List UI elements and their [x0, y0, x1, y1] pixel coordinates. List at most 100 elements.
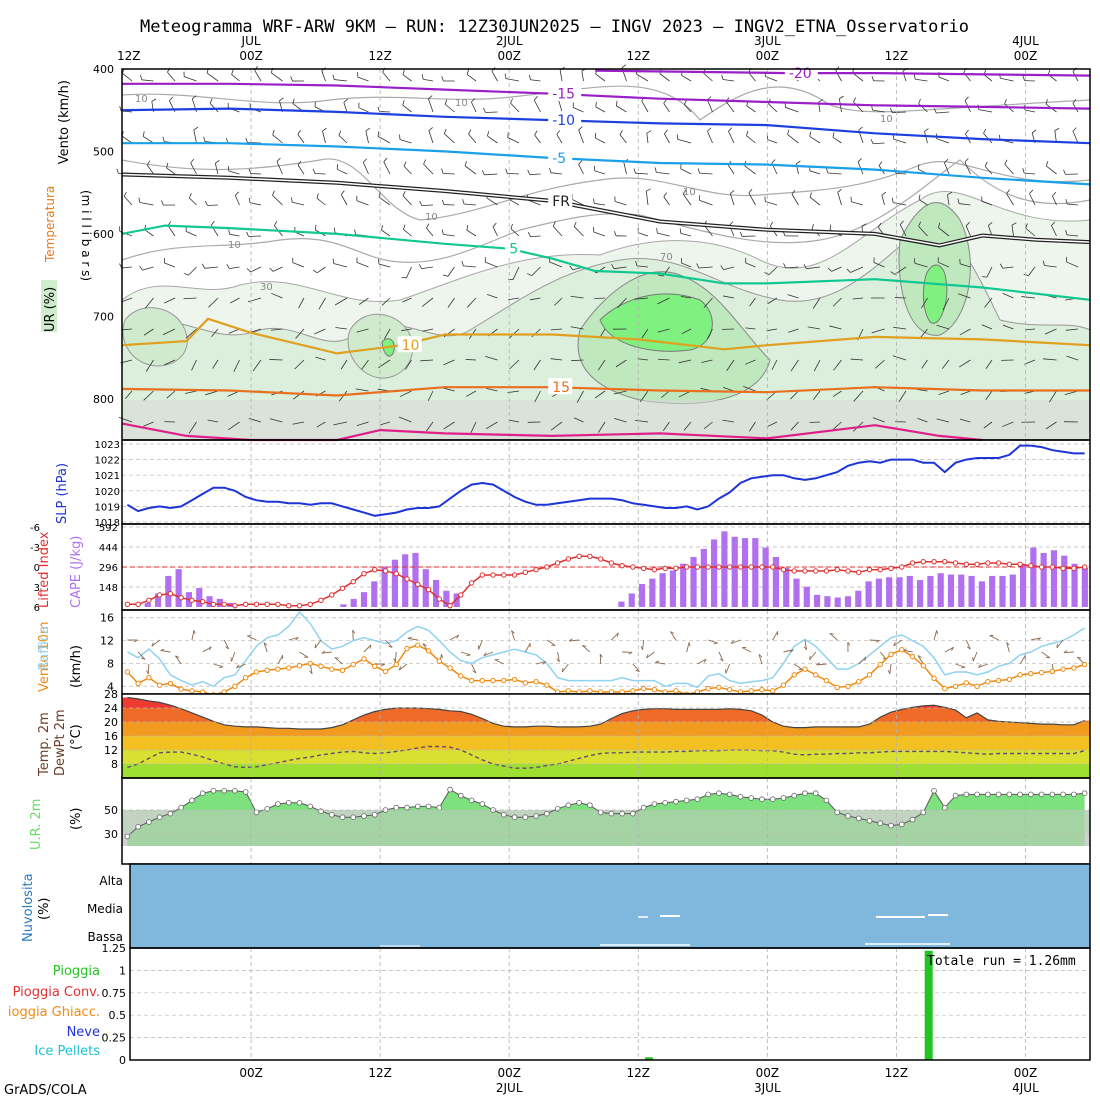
- lifted-index-point: [716, 564, 722, 570]
- wind-barb: [229, 233, 240, 237]
- bottom-axis-date-label: 2JUL: [496, 1081, 523, 1095]
- wind-barb: [829, 325, 842, 330]
- wind-barb: [554, 297, 563, 306]
- wind-barb: [1042, 358, 1057, 361]
- cape-bar: [741, 538, 749, 607]
- wind-barb-flag: [1045, 99, 1048, 105]
- wind-barb: [744, 165, 756, 175]
- wind-speed-point: [888, 651, 894, 657]
- wind-barb: [960, 263, 971, 268]
- rh-point: [221, 787, 227, 794]
- wind-direction-arrowhead: [334, 657, 339, 659]
- wind-barb: [748, 421, 756, 432]
- wind-tick-label: 12: [100, 635, 114, 648]
- wind-barb: [423, 78, 434, 82]
- wind-barb-flag: [471, 98, 476, 103]
- rh-point: [683, 797, 690, 804]
- wind-barb-flag: [592, 198, 595, 204]
- wind-barb: [703, 297, 713, 308]
- wind-direction-arrow: [965, 639, 971, 650]
- wind-barb: [559, 69, 563, 82]
- cape-bar: [680, 563, 687, 607]
- isotherm-label: -5: [552, 151, 566, 167]
- wind-barb: [318, 297, 326, 310]
- wind-barb-flag: [533, 96, 538, 101]
- legend-ice-pellets: Ice Pellets: [34, 1044, 100, 1059]
- wind-direction-arrow: [1019, 655, 1026, 665]
- rh-point: [985, 791, 991, 798]
- lifted-index-point: [253, 601, 260, 608]
- wind-direction-arrow: [889, 663, 892, 674]
- wind-barb-flag: [354, 229, 357, 235]
- wind-direction-arrowhead: [616, 632, 619, 637]
- wind-barb-flag: [510, 223, 513, 229]
- cape-bar: [1071, 563, 1078, 607]
- rh-point: [995, 791, 1002, 798]
- wind-barb: [550, 421, 563, 431]
- wind-speed-point: [501, 677, 507, 684]
- wind-direction-arrowhead: [1037, 637, 1041, 641]
- wind-direction-arrowhead: [219, 666, 224, 669]
- lifted-index-point: [307, 601, 313, 608]
- cape-bar: [937, 573, 944, 607]
- wind-barb: [634, 297, 649, 300]
- wind-barb-flag: [890, 271, 895, 275]
- rh-point: [963, 791, 970, 798]
- wind-barb: [635, 172, 649, 175]
- isotherm-line: [121, 386, 1090, 397]
- cape-bar: [762, 547, 769, 607]
- cape-bar: [443, 590, 450, 607]
- wind-barb-flag: [680, 163, 682, 169]
- wind-barb: [167, 71, 176, 82]
- cape-bar: [958, 574, 965, 607]
- wind-speed-point: [845, 683, 851, 689]
- lifted-index-point: [619, 562, 625, 569]
- wind-barb-flag: [924, 128, 929, 132]
- wind-barb-flag: [682, 189, 687, 195]
- top-axis-hour-label: 12Z: [885, 49, 909, 63]
- wind-direction-arrowhead: [803, 646, 807, 651]
- wind-barb-flag: [151, 98, 157, 102]
- lifted-index-point: [802, 568, 808, 574]
- wind-barb-flag: [426, 223, 430, 229]
- wind-barb: [292, 201, 305, 206]
- wind-barb-flag: [809, 192, 812, 198]
- rh-point: [1049, 791, 1056, 798]
- rh-point: [264, 805, 271, 812]
- wind-barb: [785, 106, 799, 113]
- lifted-index-point: [834, 566, 840, 573]
- rh-point: [952, 792, 959, 799]
- wind-barb-flag: [791, 189, 796, 195]
- wind-barb: [729, 193, 735, 206]
- wind-direction-arrowhead: [398, 666, 402, 671]
- rh-point: [371, 811, 378, 818]
- cape-bar: [381, 566, 388, 607]
- wind-direction-arrow: [460, 651, 471, 656]
- cloud-label-alta: Alta: [99, 874, 123, 888]
- wind-direction-arrow: [151, 639, 160, 647]
- wind-barb: [141, 79, 154, 82]
- cape-bar: [886, 577, 893, 607]
- wind-barb-flag: [312, 168, 316, 174]
- lifted-index-point: [942, 558, 948, 565]
- rh-point: [232, 787, 238, 794]
- wind-barb-flag: [492, 222, 497, 227]
- wind-barb: [447, 266, 455, 277]
- slp-series-line: [126, 444, 1085, 517]
- wind-barb-flag: [161, 200, 164, 206]
- wind-barb: [771, 359, 778, 370]
- lifted-index-point: [995, 560, 1002, 566]
- wind-direction-arrowhead: [951, 647, 955, 651]
- wind-direction-arrow: [955, 663, 966, 668]
- lifted-index-point: [264, 601, 270, 608]
- wind-barb-flag: [1063, 169, 1066, 175]
- wind-direction-arrowhead: [917, 655, 922, 658]
- label-millibars: (m i l l i b a r s): [79, 190, 93, 281]
- wind-barb: [316, 197, 326, 206]
- wind-barb: [406, 266, 412, 278]
- wind-direction-arrowhead: [829, 632, 834, 635]
- wind-barb: [531, 328, 541, 338]
- lifted-index-point: [554, 560, 561, 566]
- wind-speed-point: [726, 687, 733, 693]
- wind-barb: [531, 266, 541, 276]
